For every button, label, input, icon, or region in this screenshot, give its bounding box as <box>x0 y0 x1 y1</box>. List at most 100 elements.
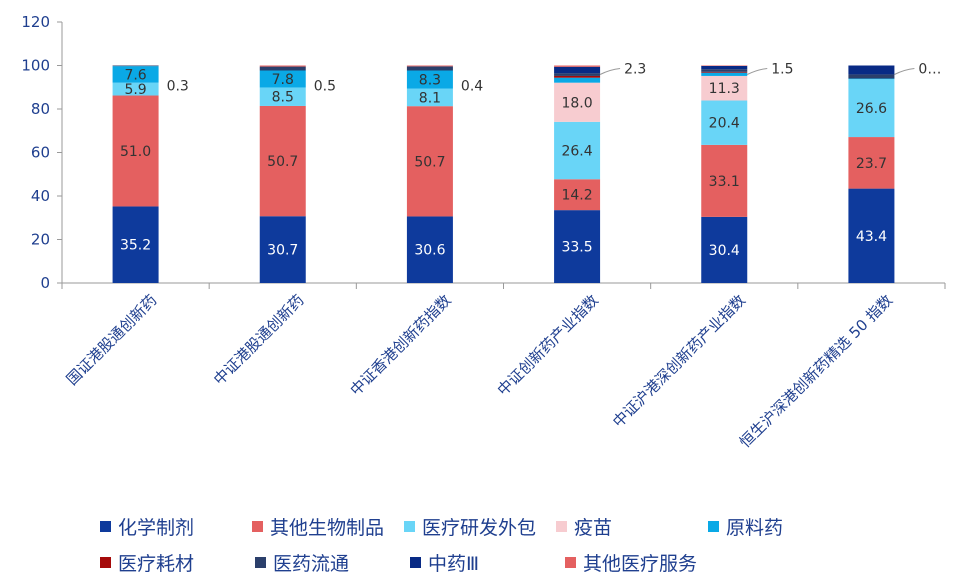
bar-segment <box>406 66 453 71</box>
bar-segment <box>112 65 159 67</box>
bar-segment <box>701 65 748 66</box>
data-label: 7.8 <box>272 72 294 88</box>
bar-segment <box>259 65 306 67</box>
data-label: 23.7 <box>856 156 887 172</box>
legend-swatch <box>255 556 266 568</box>
leader-line <box>894 68 915 75</box>
data-label: 43.4 <box>856 229 887 245</box>
bar-segment <box>112 82 159 96</box>
external-data-label: 0.3 <box>167 79 189 95</box>
bar-segment <box>848 78 895 80</box>
legend-label: 医疗耗材 <box>118 552 195 575</box>
bar-segment <box>848 65 895 75</box>
data-label: 30.4 <box>709 243 740 259</box>
legend-swatch <box>252 520 263 532</box>
data-label: 51.0 <box>120 144 151 160</box>
legend-item: 疫苗 <box>556 513 708 540</box>
bar-segment <box>259 87 306 106</box>
bar-segment <box>848 79 895 138</box>
external-data-label: 0… <box>918 62 941 78</box>
bar-segment <box>848 74 895 79</box>
y-tick-label: 120 <box>21 13 50 31</box>
bar-segment <box>554 179 601 211</box>
bar-segment <box>554 210 601 283</box>
bar-segment <box>259 216 306 283</box>
bar-segment <box>259 66 306 71</box>
x-tick-label: 恒生沪深港创新药精选 50 指数 <box>736 291 896 451</box>
legend-item: 其他医疗服务 <box>565 549 720 576</box>
bar-segment <box>554 121 601 180</box>
bar-segment <box>554 77 601 83</box>
bar-segment <box>406 70 453 89</box>
bar-segment <box>701 71 748 73</box>
bar-segment <box>554 66 601 74</box>
legend-swatch <box>100 520 111 532</box>
legend-item: 化学制剂 <box>100 513 252 540</box>
bar-segment <box>701 72 748 76</box>
bar-segment <box>554 75 601 78</box>
data-label: 33.1 <box>709 174 740 190</box>
data-label: 5.9 <box>124 82 146 98</box>
external-data-label: 2.3 <box>624 62 646 78</box>
data-label: 26.6 <box>856 101 887 117</box>
bar-segment <box>406 216 453 283</box>
bar-segment <box>701 75 748 101</box>
bar-segment <box>701 216 748 283</box>
bar-segment <box>701 144 748 217</box>
data-label: 20.4 <box>709 116 740 132</box>
legend-swatch <box>410 556 421 568</box>
data-label: 30.6 <box>414 243 445 259</box>
x-tick-labels: 国证港股通创新药 中证港股通创新药 中证香港创新药指数 中证创新药产业指数 中证沪港深创… <box>63 291 896 451</box>
legend-swatch <box>556 520 567 532</box>
leader-line <box>599 68 621 75</box>
bar-segment <box>406 88 453 107</box>
data-label: 35.2 <box>120 238 151 254</box>
legend-label: 医药流通 <box>273 552 350 575</box>
legend-row: 化学制剂 其他生物制品 医疗研发外包 疫苗 原料药 <box>100 508 860 544</box>
x-tick-label: 中证港股通创新药 <box>210 291 308 389</box>
data-label: 8.5 <box>272 90 294 106</box>
bar-segment <box>112 95 159 207</box>
y-tick-label: 100 <box>21 57 50 75</box>
bar-segment <box>259 70 306 88</box>
bar-segment <box>848 137 895 189</box>
legend: 化学制剂 其他生物制品 医疗研发外包 疫苗 原料药医疗耗材 医药流通 中药Ⅲ 其他医疗服务 <box>100 508 860 580</box>
legend-swatch <box>708 520 719 532</box>
data-label: 26.4 <box>561 144 592 160</box>
legend-item: 原料药 <box>708 513 860 540</box>
legend-item: 医疗研发外包 <box>404 513 556 540</box>
data-label: 30.7 <box>267 243 298 259</box>
data-label: 8.3 <box>419 73 441 89</box>
y-tick-label: 80 <box>31 100 50 118</box>
x-tick-label: 国证港股通创新药 <box>63 291 161 389</box>
bar-segment <box>259 105 306 217</box>
bar-segment <box>112 206 159 283</box>
x-tick-label: 中证沪港深创新药产业指数 <box>609 291 749 431</box>
y-tick-label: 40 <box>31 187 50 205</box>
data-label: 11.3 <box>709 81 740 97</box>
legend-label: 其他生物制品 <box>270 516 385 539</box>
bar-segment <box>701 69 748 72</box>
data-label: 7.6 <box>124 67 146 83</box>
legend-label: 疫苗 <box>574 516 613 539</box>
data-label: 14.2 <box>561 188 592 204</box>
stacked-bar-chart: 0 20 40 60 80 100 120 35.2 51.0 5.97.6 0.3 30.7 50.… <box>21 13 946 451</box>
data-label: 18.0 <box>561 95 592 111</box>
leader-line <box>747 68 768 75</box>
y-tick-label: 0 <box>40 274 50 292</box>
external-data-label: 0.5 <box>314 79 336 95</box>
bar-segment <box>406 106 453 217</box>
legend-label: 其他医疗服务 <box>583 552 698 575</box>
legend-label: 化学制剂 <box>118 516 195 539</box>
legend-item: 医药流通 <box>255 549 410 576</box>
x-tick-label: 中证创新药产业指数 <box>494 291 602 399</box>
bar-segment <box>554 73 601 76</box>
external-data-label: 0.4 <box>461 79 483 95</box>
legend-label: 医疗研发外包 <box>422 516 537 539</box>
bar-segment <box>701 100 748 145</box>
legend-item: 中药Ⅲ <box>410 549 565 576</box>
legend-item: 医疗耗材 <box>100 549 255 576</box>
data-label: 50.7 <box>267 154 298 170</box>
bar-segment <box>848 188 895 283</box>
data-label: 33.5 <box>561 240 592 256</box>
